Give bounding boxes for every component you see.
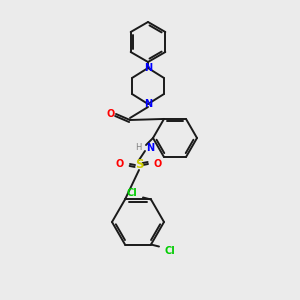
Text: N: N [144,63,152,73]
Text: O: O [116,159,124,169]
Text: H: H [135,142,141,152]
Text: O: O [107,109,115,119]
Text: Cl: Cl [165,245,176,256]
Text: N: N [146,143,154,153]
Text: N: N [144,99,152,109]
Text: S: S [135,158,143,172]
Text: Cl: Cl [127,188,137,199]
Text: O: O [154,159,162,169]
